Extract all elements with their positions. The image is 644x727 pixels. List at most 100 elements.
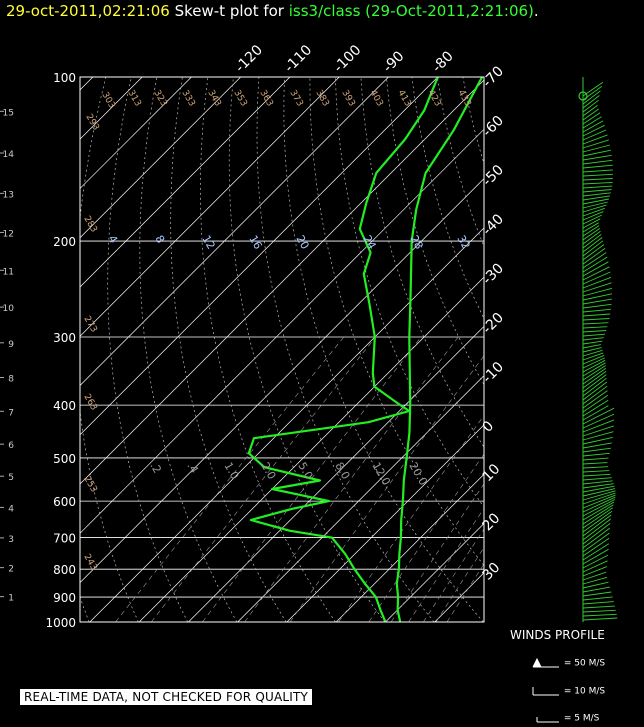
mixing-ratio-line (435, 546, 484, 622)
dry-adiabat-line (462, 77, 484, 165)
wind-barb (582, 367, 607, 385)
wind-barb (582, 596, 613, 601)
isotherm-label: 0 (480, 418, 498, 436)
header-timestamp: 29-oct-2011,02:21:06 (6, 2, 170, 20)
wind-barb (582, 244, 605, 261)
wind-barb (582, 252, 607, 269)
wind-barb (582, 347, 602, 353)
wind-barb (582, 357, 605, 369)
wind-barb (582, 198, 609, 205)
wind-barb (582, 518, 611, 541)
wind-barb (582, 390, 608, 409)
isotherm-line (80, 77, 291, 288)
dry-adiabat-line (411, 77, 484, 320)
wind-barb (582, 313, 611, 317)
isotherm-label: -80 (429, 48, 456, 75)
mixing-ratio-line (151, 336, 376, 622)
winds-key-50-label: = 50 M/S (563, 658, 606, 669)
wind-barb (582, 425, 614, 437)
height-tick-label: 11 (3, 267, 14, 277)
wind-barb (582, 365, 606, 381)
wind-barb (582, 431, 614, 441)
wind-barb (582, 499, 616, 517)
wind-barb (582, 112, 601, 125)
pressure-tick-label: 700 (53, 532, 76, 546)
wind-barb (582, 385, 608, 405)
wind-barb (582, 473, 611, 477)
dry-adiabat-line (107, 77, 189, 622)
wind-barb (582, 362, 606, 377)
dry-adiabat-line (590, 77, 644, 622)
wind-barb (582, 326, 608, 329)
quality-disclaimer: REAL-TIME DATA, NOT CHECKED FOR QUALITY (20, 689, 313, 705)
height-tick-label: 4 (8, 504, 14, 514)
dry-adiabat-line (488, 77, 644, 622)
isotherm-line (286, 424, 484, 622)
wind-barb (582, 116, 602, 129)
isotherm-line (89, 227, 484, 622)
wind-barb (582, 237, 603, 253)
wind-barb (582, 537, 610, 557)
dry-adiabat-line (256, 77, 435, 622)
wind-barb (582, 527, 611, 549)
isotherm-label: -100 (331, 42, 365, 76)
plot-frame (79, 76, 485, 623)
wind-barb (582, 169, 613, 173)
height-tick-label: 15 (3, 108, 14, 118)
dry-adiabat-label: 383 (313, 89, 330, 109)
wind-barb (582, 298, 612, 305)
wind-barb (582, 303, 612, 309)
mixing-ratio-label: 16 (246, 233, 264, 252)
isotherm-label: -120 (232, 42, 266, 76)
isotherm-line (483, 621, 484, 622)
winds-profile (578, 77, 618, 622)
winds-key-5: = 5 M/S (531, 713, 599, 724)
mixing-ratio-label: 20 (293, 233, 311, 252)
wind-barb (582, 566, 608, 577)
wind-barb (582, 330, 607, 333)
isotherm-line (80, 77, 439, 436)
dry-adiabat-label: 273 (81, 315, 98, 335)
wind-barb (582, 214, 602, 225)
wind-barb (582, 452, 610, 457)
dry-adiabat-line (309, 77, 484, 567)
wind-barb (582, 293, 613, 301)
wind-barb (582, 514, 612, 537)
wind-barb (582, 447, 611, 453)
dry-adiabat-label: 323 (151, 89, 168, 109)
wind-barb (582, 609, 616, 613)
wind-barb (582, 394, 609, 413)
wind-barb (582, 605, 615, 609)
isotherm-label: -110 (281, 42, 315, 76)
height-tick-label: 10 (3, 304, 15, 314)
height-tick-label: 8 (8, 375, 14, 385)
mixing-ratio-label: 8 (152, 233, 167, 246)
wind-barb (582, 510, 613, 533)
pressure-tick-label: 300 (53, 331, 76, 345)
height-tick-label: 1 (8, 594, 14, 604)
wind-barb (582, 149, 611, 157)
dry-adiabat-line (283, 77, 484, 622)
wind-barb (582, 480, 613, 485)
dewpoint-line (247, 77, 439, 622)
wind-barb (582, 419, 615, 433)
wind-barb (582, 204, 607, 213)
mixing-ratio-line (202, 336, 422, 622)
plot-area (80, 77, 644, 622)
chart-header: 29-oct-2011,02:21:06 Skew-t plot for iss… (6, 2, 539, 20)
isotherm-line (80, 77, 192, 189)
wind-barb (582, 381, 608, 401)
wind-barb (582, 504, 614, 525)
isotherm-line (335, 473, 484, 622)
dry-adiabat-line (170, 77, 287, 622)
dry-adiabat-line (200, 77, 336, 622)
wind-barb (582, 154, 612, 161)
wind-barb (582, 571, 607, 581)
wind-barb (582, 374, 607, 393)
header-title: Skew-t plot for (174, 2, 284, 20)
wind-barb (582, 586, 611, 593)
wind-barb (582, 354, 605, 365)
dry-adiabat-line (228, 77, 385, 622)
wind-barb (582, 532, 610, 553)
wind-barb (582, 488, 616, 497)
